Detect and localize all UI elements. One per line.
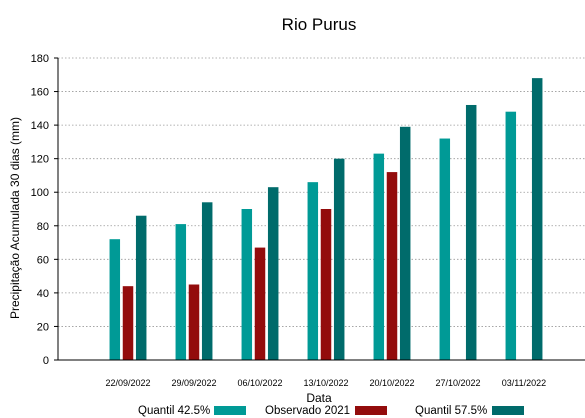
bar xyxy=(267,187,279,360)
bar xyxy=(386,172,398,360)
legend-swatch xyxy=(492,406,524,415)
x-ticks: 22/09/2022 29/09/2022 06/10/2022 13/10/2022… xyxy=(105,378,546,388)
bar xyxy=(175,224,187,360)
bar xyxy=(307,182,319,360)
legend-swatch xyxy=(214,406,246,415)
bar xyxy=(465,104,477,360)
y-tick-label: 160 xyxy=(31,87,49,99)
bar xyxy=(531,78,543,360)
x-tick-label: 29/09/2022 xyxy=(171,378,216,388)
y-tick-label: 0 xyxy=(43,355,49,367)
bar xyxy=(135,215,147,360)
bar xyxy=(333,158,345,360)
legend-swatch xyxy=(355,406,387,415)
y-tick-label: 20 xyxy=(37,321,49,333)
x-tick-label: 20/10/2022 xyxy=(369,378,414,388)
bar xyxy=(320,209,332,360)
y-tick-label: 140 xyxy=(31,120,49,132)
bar xyxy=(201,202,213,360)
y-tick-label: 80 xyxy=(37,221,49,233)
x-tick-label: 27/10/2022 xyxy=(435,378,480,388)
x-axis-label: Data xyxy=(306,391,332,405)
y-axis-label: Precipitação Acumulada 30 dias (mm) xyxy=(8,117,22,319)
bar xyxy=(188,284,200,360)
bar xyxy=(109,239,121,360)
bars xyxy=(109,78,543,361)
bar xyxy=(122,286,134,360)
bar xyxy=(439,138,451,360)
bar xyxy=(505,111,517,360)
x-tick-label: 22/09/2022 xyxy=(105,378,150,388)
y-tick-label: 40 xyxy=(37,288,49,300)
legend-label: Observado 2021 xyxy=(265,405,350,417)
y-tick-label: 60 xyxy=(37,254,49,266)
legend-label: Quantil 57.5% xyxy=(415,405,487,417)
x-tick-label: 13/10/2022 xyxy=(303,378,348,388)
bar xyxy=(399,126,411,361)
bar xyxy=(241,209,253,360)
y-tick-label: 180 xyxy=(31,53,49,65)
x-tick-label: 06/10/2022 xyxy=(237,378,282,388)
legend: Quantil 42.5% Observado 2021 Quantil 57.5% xyxy=(138,405,524,417)
legend-label: Quantil 42.5% xyxy=(138,405,210,417)
y-tick-label: 100 xyxy=(31,187,49,199)
bar xyxy=(373,153,385,360)
bar xyxy=(254,247,266,360)
y-tick-label: 120 xyxy=(31,154,49,166)
chart-title: Rio Purus xyxy=(282,15,357,34)
x-tick-label: 03/11/2022 xyxy=(502,378,546,388)
y-ticks: 0 20 40 60 80 100 120 140 160 180 xyxy=(31,53,58,367)
